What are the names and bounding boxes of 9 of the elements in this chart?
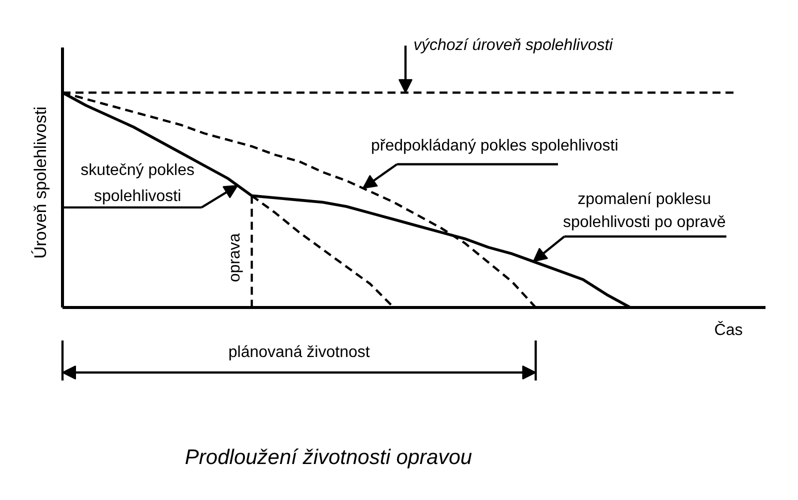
text: plánovaná životnost: [228, 344, 370, 361]
legend-label: skutečný pokles spolehlivosti: [80, 162, 195, 205]
y-axis-title: Úroveň spolehlivosti: [31, 106, 50, 259]
text: Prodloužení životnosti opravou: [184, 446, 472, 469]
text: předpokládaný pokles spolehlivosti: [370, 138, 618, 155]
text: zpomalení poklesu spolehlivosti po opravě: [562, 191, 726, 232]
annotation: oprava: [226, 233, 244, 282]
x-axis-title: Čas: [714, 321, 743, 339]
ref-line-label: výchozí úroveň spolehlivosti: [414, 37, 614, 54]
